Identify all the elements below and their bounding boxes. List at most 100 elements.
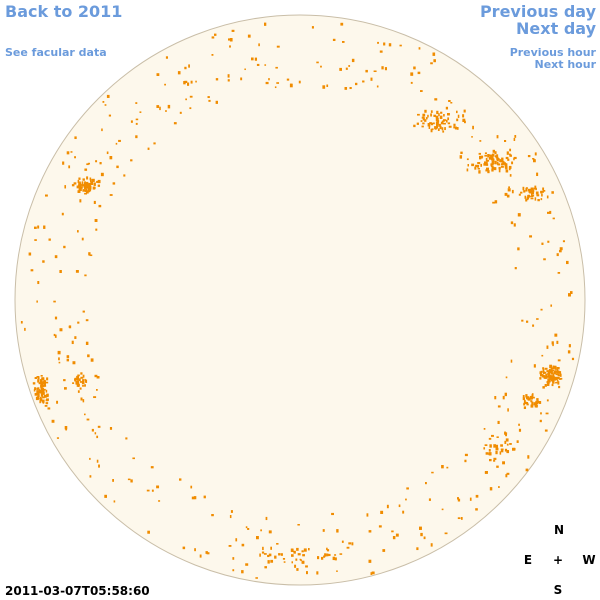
facula xyxy=(522,395,525,398)
facula xyxy=(504,163,508,167)
facula xyxy=(281,553,283,556)
facula xyxy=(505,156,509,160)
facula xyxy=(37,225,40,229)
facula xyxy=(552,343,554,347)
facula xyxy=(511,189,514,194)
facula xyxy=(422,122,425,125)
facula xyxy=(547,381,550,385)
facula xyxy=(76,377,79,381)
facula xyxy=(208,99,211,102)
facula xyxy=(487,170,490,174)
facula xyxy=(116,165,119,169)
facula xyxy=(81,186,83,189)
facula xyxy=(423,536,426,540)
facula xyxy=(461,517,463,520)
facula xyxy=(453,123,456,127)
facula xyxy=(557,367,560,370)
facula xyxy=(64,426,68,430)
facula xyxy=(91,178,95,182)
facula xyxy=(41,399,45,403)
facula xyxy=(417,113,420,116)
facula xyxy=(544,367,548,370)
facula xyxy=(86,184,89,188)
facula xyxy=(59,328,63,332)
facula xyxy=(311,26,314,29)
facula xyxy=(425,482,427,485)
facula xyxy=(38,390,41,394)
facula xyxy=(471,163,475,167)
facula xyxy=(500,448,504,453)
facula xyxy=(68,165,71,169)
facula xyxy=(96,180,99,183)
facula xyxy=(294,564,297,568)
facula xyxy=(77,390,80,393)
facula xyxy=(498,166,501,170)
facula xyxy=(301,561,305,564)
facula xyxy=(44,394,47,398)
facula xyxy=(267,560,270,564)
facula xyxy=(495,450,498,455)
facula xyxy=(484,154,488,157)
back-link[interactable]: Back to 2011 xyxy=(5,2,122,21)
facula xyxy=(36,392,40,396)
facula xyxy=(495,447,499,451)
facula xyxy=(70,151,73,153)
facula xyxy=(427,114,429,118)
previous-day-link[interactable]: Previous day xyxy=(480,2,597,21)
facula xyxy=(529,395,532,398)
facula xyxy=(340,22,344,26)
facula xyxy=(135,118,139,121)
facula xyxy=(550,304,553,307)
facula xyxy=(568,293,571,297)
facula xyxy=(525,188,528,192)
facula xyxy=(507,408,509,412)
facula xyxy=(245,526,248,529)
facula xyxy=(164,83,166,86)
facula xyxy=(71,340,74,345)
facula xyxy=(302,554,305,557)
facula xyxy=(185,98,187,101)
facula xyxy=(348,542,352,545)
facula xyxy=(268,78,270,81)
facula xyxy=(504,166,508,169)
facula xyxy=(38,382,42,385)
facula xyxy=(97,184,101,187)
facula xyxy=(526,197,529,201)
facula xyxy=(432,122,435,125)
facula xyxy=(37,387,40,390)
facular-link[interactable]: See facular data xyxy=(5,46,107,59)
facula xyxy=(551,378,555,382)
facula xyxy=(571,357,575,361)
facula xyxy=(557,359,561,362)
facula xyxy=(525,394,528,398)
facula xyxy=(96,376,100,379)
facula xyxy=(377,41,379,44)
facula xyxy=(443,119,445,122)
facula xyxy=(521,319,524,322)
facula xyxy=(531,190,535,194)
facula xyxy=(428,126,431,129)
facula xyxy=(531,192,533,196)
facula xyxy=(82,189,86,192)
facula xyxy=(79,186,82,189)
facula xyxy=(554,333,558,337)
facula xyxy=(541,354,544,357)
facula xyxy=(506,472,510,475)
facula xyxy=(93,200,96,204)
facula xyxy=(493,459,496,462)
facula xyxy=(456,110,458,114)
next-hour-link[interactable]: Next hour xyxy=(535,58,597,71)
facula xyxy=(190,80,193,84)
compass-east: E xyxy=(524,553,532,567)
facula xyxy=(448,125,452,128)
facula xyxy=(437,128,440,131)
previous-hour-link[interactable]: Previous hour xyxy=(510,46,597,59)
facula xyxy=(430,543,433,547)
facula xyxy=(474,166,477,170)
facula xyxy=(84,274,87,277)
facula xyxy=(188,64,190,68)
facula xyxy=(342,41,345,43)
facula xyxy=(95,228,98,231)
next-day-link[interactable]: Next day xyxy=(516,19,597,38)
facula xyxy=(531,393,534,396)
